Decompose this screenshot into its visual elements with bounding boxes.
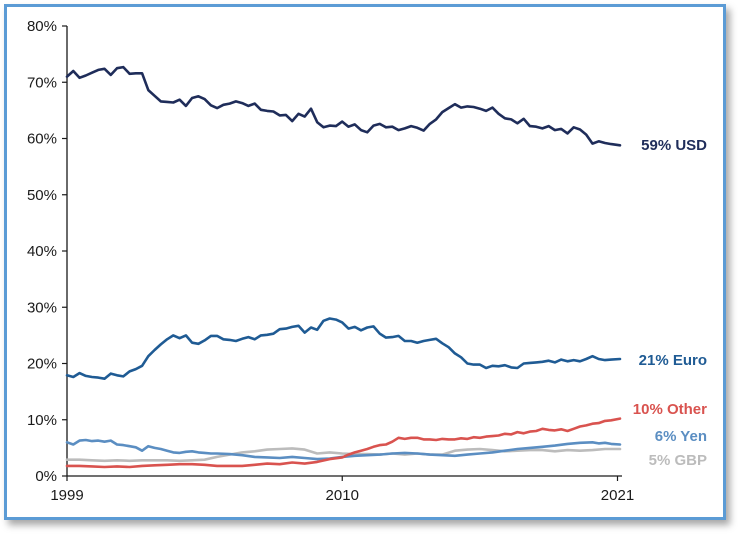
x-tick-label: 1999 bbox=[50, 487, 83, 504]
series-label-euro: 21% Euro bbox=[639, 352, 707, 369]
series-line-gbp bbox=[65, 447, 622, 463]
series-labels: 59% USD 21% Euro 10% Other 6% Yen 5% GBP bbox=[633, 137, 707, 469]
y-tick-label: 20% bbox=[27, 356, 57, 373]
y-tick-label: 80% bbox=[27, 18, 57, 35]
chart-frame bbox=[4, 4, 726, 520]
x-tick-label: 2010 bbox=[326, 487, 359, 504]
x-tick-label: 2021 bbox=[601, 487, 634, 504]
series-label-gbp: 5% GBP bbox=[649, 452, 707, 469]
y-tick-label: 30% bbox=[27, 299, 57, 316]
x-axis: 1999 2010 2021 bbox=[50, 475, 634, 504]
series-label-yen: 6% Yen bbox=[655, 428, 707, 445]
series-lines bbox=[65, 65, 622, 469]
series-line-usd bbox=[65, 65, 622, 147]
y-tick-label: 0% bbox=[35, 468, 57, 485]
series-label-usd: 59% USD bbox=[641, 137, 707, 154]
series-line-yen bbox=[65, 438, 622, 461]
y-tick-label: 50% bbox=[27, 187, 57, 204]
y-tick-label: 70% bbox=[27, 74, 57, 91]
y-tick-label: 40% bbox=[27, 243, 57, 260]
y-tick-label: 10% bbox=[27, 412, 57, 429]
series-label-other: 10% Other bbox=[633, 401, 707, 418]
series-line-other bbox=[65, 417, 622, 469]
y-axis: 0% 10% 20% 30% 40% 50% 60% 70% 80% bbox=[27, 18, 68, 485]
series-line-euro bbox=[65, 317, 622, 380]
y-tick-label: 60% bbox=[27, 131, 57, 148]
